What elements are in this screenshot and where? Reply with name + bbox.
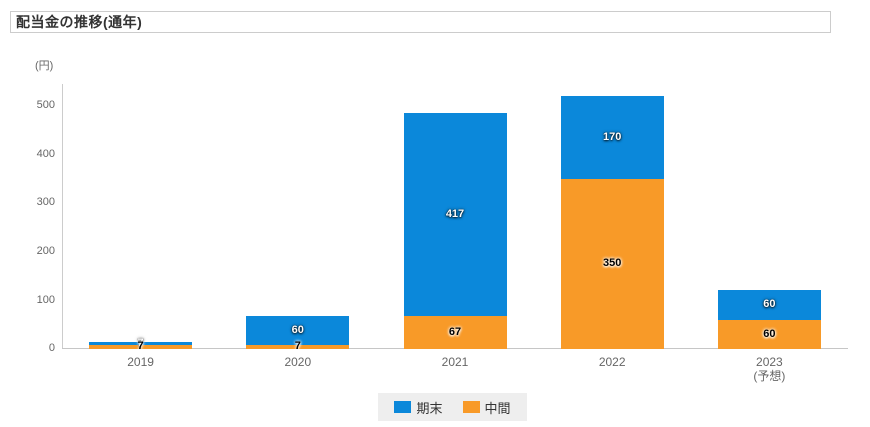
- bar-segment-中間[interactable]: 60: [717, 319, 821, 349]
- bar-segment-期末[interactable]: 7: [89, 338, 193, 349]
- y-tick-label: 0: [48, 342, 55, 355]
- legend: 期末 中間: [378, 393, 527, 421]
- bar-segment-期末[interactable]: 170: [560, 95, 664, 179]
- bar-value-label: 67: [448, 325, 462, 338]
- bar-value-label: 7: [137, 340, 144, 353]
- y-axis-unit-label: (円): [35, 60, 54, 72]
- bar-value-label: 60: [291, 324, 304, 337]
- bar-value-label: 7: [137, 337, 144, 350]
- chart-title-box: 配当金の推移(通年): [10, 11, 831, 33]
- bar-segment-期末[interactable]: 60: [717, 290, 821, 320]
- bar-2022[interactable]: 170 350: [560, 95, 664, 349]
- y-axis-line: [62, 84, 63, 349]
- x-axis-label: 2020: [284, 355, 312, 369]
- x-axis-label: 2021: [441, 355, 469, 369]
- bar-value-label: 417: [445, 208, 465, 221]
- y-tick-label: 400: [36, 147, 55, 160]
- bar-value-label: 350: [603, 257, 622, 270]
- x-axis-label: 2023 (予想): [753, 355, 786, 383]
- bar-value-label: 7: [294, 340, 301, 353]
- legend-item-期末[interactable]: 期末: [394, 398, 443, 417]
- bar-2023[interactable]: 60 60: [717, 290, 821, 349]
- legend-swatch: [394, 401, 412, 413]
- bar-segment-中間[interactable]: 7: [246, 341, 350, 352]
- bar-2021[interactable]: 417 67: [403, 113, 507, 349]
- legend-swatch: [462, 401, 480, 413]
- bar-value-label: 60: [763, 327, 776, 340]
- chart-title: 配当金の推移(通年): [16, 14, 143, 30]
- bar-segment-中間[interactable]: 350: [560, 178, 664, 349]
- y-tick-label: 300: [36, 196, 55, 209]
- legend-label: 期末: [416, 400, 443, 416]
- bar-segment-中間[interactable]: 7: [89, 341, 193, 352]
- bar-segment-中間[interactable]: 67: [403, 316, 507, 349]
- x-axis-label: 2022: [598, 355, 626, 369]
- bar-value-label: 170: [603, 130, 622, 143]
- bar-value-label: 60: [763, 298, 776, 311]
- y-tick-label: 100: [36, 293, 55, 306]
- bar-segment-期末[interactable]: 60: [246, 316, 350, 346]
- x-axis-label: 2019: [127, 355, 154, 369]
- y-tick-label: 200: [36, 245, 55, 257]
- bar-segment-期末[interactable]: 417: [403, 113, 507, 317]
- bar-2020[interactable]: 60 7: [246, 316, 350, 352]
- legend-label: 中間: [484, 400, 511, 416]
- y-tick-label: 500: [36, 99, 55, 112]
- legend-item-中間[interactable]: 中間: [462, 398, 511, 417]
